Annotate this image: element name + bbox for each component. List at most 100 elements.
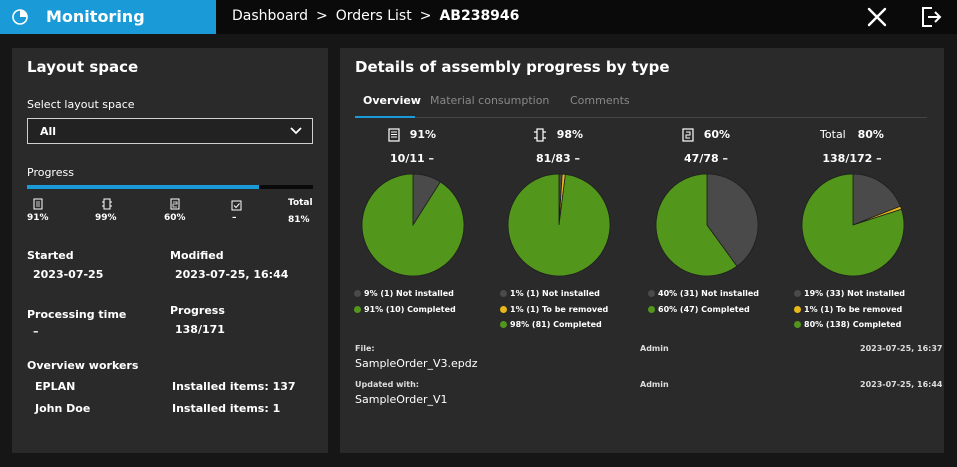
pie-chart xyxy=(801,173,905,277)
started-value: 2023-07-25 xyxy=(33,268,104,281)
app-title: Monitoring xyxy=(46,7,145,26)
chart-document: 91% 10/11 – 9% (1) Not installed 91% (10)… xyxy=(342,126,482,336)
chart-header-value: 91% xyxy=(409,128,437,141)
component-icon xyxy=(533,128,546,142)
chart-legend: 9% (1) Not installed 91% (10) Completed xyxy=(354,286,456,317)
legend-entry: 1% (1) To be removed xyxy=(794,302,905,318)
breadcrumb-current-order: AB238946 xyxy=(439,8,520,24)
progress-count-value: 138/171 xyxy=(175,323,225,336)
chart-total: Total 80% 138/172 – 19% (33) Not install… xyxy=(782,126,922,336)
chart-header-value: 60% xyxy=(703,128,731,141)
legend-label: 9% (1) Not installed xyxy=(364,289,454,299)
close-icon[interactable] xyxy=(866,6,888,28)
layout-space-select-value: All xyxy=(40,125,57,138)
pie-chart xyxy=(361,173,465,277)
overview-workers-label: Overview workers xyxy=(27,359,139,372)
legend-dot-icon xyxy=(794,321,801,329)
chart-header: 60% xyxy=(636,128,776,142)
chevron-right-icon: > xyxy=(419,8,432,24)
pie-slice-completed xyxy=(361,173,465,277)
progress-label: Progress xyxy=(27,166,74,179)
updated-file-name[interactable]: SampleOrder_V1 xyxy=(355,393,448,406)
modified-value: 2023-07-25, 16:44 xyxy=(175,268,289,281)
worker-installed-items: Installed items: 1 xyxy=(172,402,281,415)
legend-label: 1% (1) To be removed xyxy=(804,304,903,314)
stat-component-value: 99% xyxy=(95,213,117,223)
started-label: Started xyxy=(27,249,74,262)
layout-space-select[interactable]: All xyxy=(27,118,313,144)
modified-label: Modified xyxy=(170,249,224,262)
cable-icon xyxy=(682,128,694,142)
processing-time-value: – xyxy=(33,325,39,338)
breadcrumb-orders-list[interactable]: Orders List xyxy=(335,8,412,24)
legend-dot-icon xyxy=(648,290,655,298)
updated-user: Admin xyxy=(640,380,669,389)
stat-total-label: Total xyxy=(288,198,313,208)
document-icon xyxy=(388,128,400,142)
chart-header: Total 80% xyxy=(782,128,922,141)
chart-component: 98% 81/83 – 1% (1) Not installed 1% (1) T… xyxy=(488,126,628,336)
legend-entry: 19% (33) Not installed xyxy=(794,286,905,302)
chart-header: 91% xyxy=(342,128,482,142)
updated-label: Updated with: xyxy=(355,380,419,389)
pie-chart xyxy=(655,173,759,277)
pie-slice-completed xyxy=(801,173,905,277)
stat-cable-value: 60% xyxy=(164,213,186,223)
stat-document-value: 91% xyxy=(27,213,49,223)
legend-entry: 60% (47) Completed xyxy=(648,302,759,318)
breadcrumb-dashboard[interactable]: Dashboard xyxy=(232,8,308,24)
stat-checkbox-value: – xyxy=(232,213,237,223)
chevron-down-icon xyxy=(290,127,302,135)
layout-space-title: Layout space xyxy=(27,58,139,76)
file-name[interactable]: SampleOrder_V3.epdz xyxy=(355,357,478,370)
pie-slice-completed xyxy=(507,173,611,277)
cable-icon xyxy=(170,198,180,210)
app-brand[interactable]: Monitoring xyxy=(0,0,216,34)
legend-dot-icon xyxy=(354,290,361,298)
chart-header: 98% xyxy=(488,128,628,142)
assembly-details-panel: Details of assembly progress by type Ove… xyxy=(340,48,944,453)
legend-entry: 9% (1) Not installed xyxy=(354,286,456,302)
stat-total-value: 81% xyxy=(288,215,310,225)
legend-label: 1% (1) Not installed xyxy=(510,289,600,299)
legend-dot-icon xyxy=(794,305,801,313)
file-label: File: xyxy=(355,344,375,353)
legend-entry: 40% (31) Not installed xyxy=(648,286,759,302)
chart-count: 47/78 – xyxy=(684,152,728,165)
logout-icon[interactable] xyxy=(920,5,942,29)
chart-legend: 19% (33) Not installed 1% (1) To be remov… xyxy=(794,286,905,333)
top-bar: Monitoring Dashboard > Orders List > AB2… xyxy=(0,0,957,34)
tab-material-consumption[interactable]: Material consumption xyxy=(430,94,550,107)
legend-dot-icon xyxy=(794,290,801,298)
pie-chart-icon xyxy=(12,9,28,25)
legend-label: 80% (138) Completed xyxy=(804,320,902,330)
worker-installed-items: Installed items: 137 xyxy=(172,380,296,393)
progress-bar-fill xyxy=(27,185,259,189)
legend-label: 1% (1) To be removed xyxy=(510,304,609,314)
chart-cable: 60% 47/78 – 40% (31) Not installed 60% (4… xyxy=(636,126,776,336)
chart-count: 81/83 – xyxy=(536,152,580,165)
worker-name: John Doe xyxy=(35,402,91,415)
chart-header-label: Total xyxy=(820,128,846,141)
component-icon xyxy=(102,198,112,210)
pie-slice-not-installed xyxy=(706,173,759,267)
legend-entry: 98% (81) Completed xyxy=(500,317,608,333)
pie-chart xyxy=(507,173,611,277)
chart-count: 138/172 – xyxy=(822,152,882,165)
legend-dot-icon xyxy=(500,321,507,329)
file-timestamp: 2023-07-25, 16:37 xyxy=(860,344,943,353)
legend-label: 60% (47) Completed xyxy=(658,304,750,314)
checkbox-icon xyxy=(231,200,242,211)
legend-dot-icon xyxy=(648,305,655,313)
chart-header-value: 80% xyxy=(857,128,884,141)
tab-overview[interactable]: Overview xyxy=(363,94,421,107)
chevron-right-icon: > xyxy=(315,8,328,24)
legend-entry: 91% (10) Completed xyxy=(354,302,456,318)
legend-entry: 80% (138) Completed xyxy=(794,317,905,333)
legend-entry: 1% (1) To be removed xyxy=(500,302,608,318)
select-layout-label: Select layout space xyxy=(27,98,135,111)
pie-slice-completed xyxy=(655,173,738,277)
progress-count-label: Progress xyxy=(170,304,225,317)
worker-name: EPLAN xyxy=(35,380,76,393)
tab-comments[interactable]: Comments xyxy=(570,94,630,107)
